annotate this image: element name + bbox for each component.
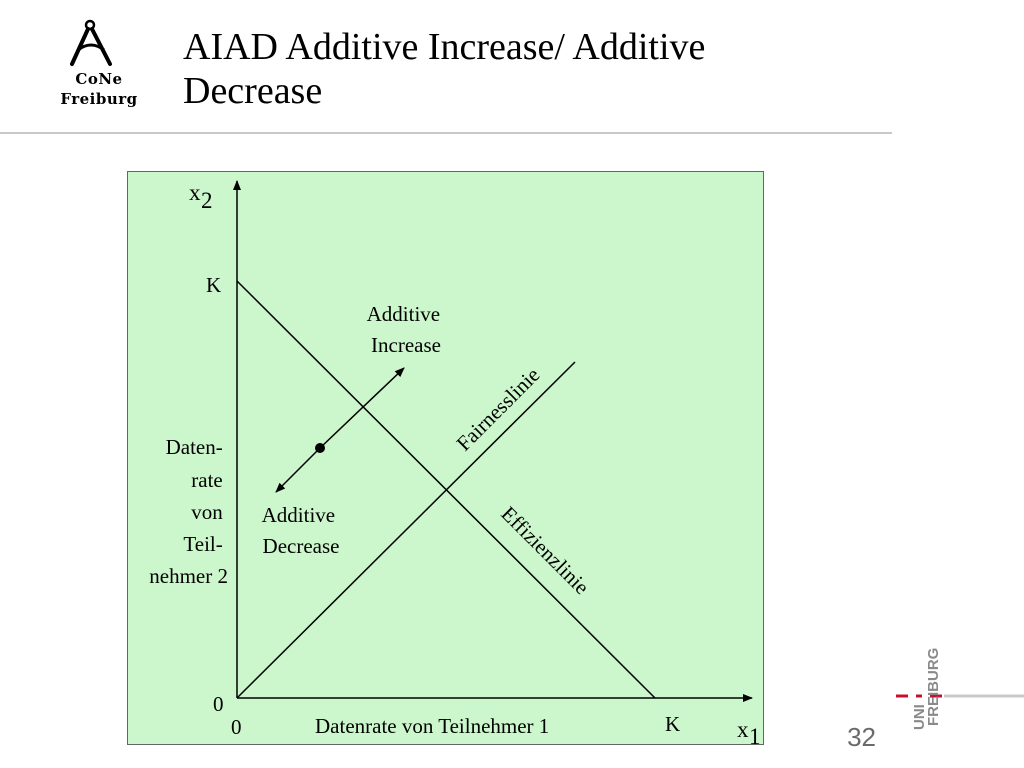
- x-axis-variable: x: [737, 717, 749, 742]
- diagram-background: [127, 171, 764, 745]
- additive-increase-label: Additive Increase: [367, 302, 446, 357]
- uni-freiburg-logo: UNI FREIBURG: [892, 640, 1024, 740]
- y-axis-label: Daten- rate von Teil- nehmer 2: [149, 435, 228, 588]
- aiad-diagram: x 2 x 1 K K 0 0 Daten- rate von Teil- ne…: [127, 171, 764, 749]
- y-label-line-4: Teil-: [183, 532, 222, 556]
- additive-decrease-arrow: [275, 447, 321, 493]
- additive-increase-arrow: [319, 367, 405, 449]
- tick-k-y: K: [206, 273, 221, 297]
- y-axis-subscript: 2: [201, 188, 213, 213]
- origin-x: 0: [231, 715, 242, 739]
- origin-y: 0: [213, 692, 224, 716]
- slide-title: AIAD Additive Increase/ Additive Decreas…: [183, 26, 706, 112]
- uni-freiburg-mark: UNI FREIBURG: [896, 648, 1024, 730]
- cone-freiburg-logo: CoNe Freiburg: [44, 16, 154, 116]
- additive-decrease-label: Additive Decrease: [262, 503, 341, 558]
- fairness-line: [236, 361, 576, 699]
- current-rate-point: [315, 443, 325, 453]
- logo-line-cone: CoNe: [75, 70, 123, 88]
- x-axis-label: Datenrate von Teilnehmer 1: [315, 714, 549, 738]
- logo-line-freiburg: Freiburg: [60, 90, 138, 108]
- increase-line-2: Increase: [371, 333, 441, 357]
- increase-line-1: Additive: [367, 302, 441, 326]
- page-number: 32: [847, 722, 876, 752]
- aiad-diagram-svg: x 2 x 1 K K 0 0 Daten- rate von Teil- ne…: [127, 171, 764, 749]
- x-axis-subscript: 1: [749, 724, 761, 745]
- y-label-line-1: Daten-: [166, 435, 223, 459]
- title-divider: [0, 132, 892, 134]
- y-axis-variable: x: [189, 180, 201, 205]
- y-label-line-2: rate: [191, 468, 222, 492]
- tick-k-x: K: [665, 712, 680, 736]
- cone-a-icon: [70, 19, 112, 66]
- y-label-line-3: von: [191, 500, 223, 524]
- decrease-line-1: Additive: [262, 503, 336, 527]
- decrease-line-2: Decrease: [263, 534, 340, 558]
- logo-freiburg-text: FREIBURG: [925, 648, 942, 726]
- logo-uni-text: UNI: [911, 704, 928, 730]
- y-label-line-5: nehmer 2: [149, 564, 228, 588]
